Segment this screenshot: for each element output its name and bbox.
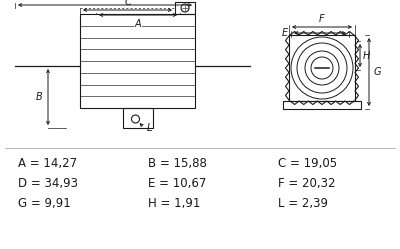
- Text: H = 1,91: H = 1,91: [148, 196, 200, 209]
- Text: L: L: [146, 123, 152, 133]
- Text: G: G: [374, 67, 382, 77]
- Text: F = 20,32: F = 20,32: [278, 177, 336, 189]
- Text: B = 15,88: B = 15,88: [148, 157, 207, 170]
- Text: E: E: [282, 28, 288, 38]
- Text: A = 14,27: A = 14,27: [18, 157, 77, 170]
- Text: E = 10,67: E = 10,67: [148, 177, 206, 189]
- Text: G = 9,91: G = 9,91: [18, 196, 71, 209]
- Text: C: C: [124, 0, 131, 7]
- Text: A: A: [135, 19, 141, 29]
- Text: F: F: [319, 14, 325, 24]
- Text: L = 2,39: L = 2,39: [278, 196, 328, 209]
- Text: H: H: [363, 51, 370, 61]
- Text: D = 34,93: D = 34,93: [18, 177, 78, 189]
- Text: B: B: [35, 92, 42, 102]
- Text: D: D: [101, 0, 109, 1]
- Text: C = 19,05: C = 19,05: [278, 157, 337, 170]
